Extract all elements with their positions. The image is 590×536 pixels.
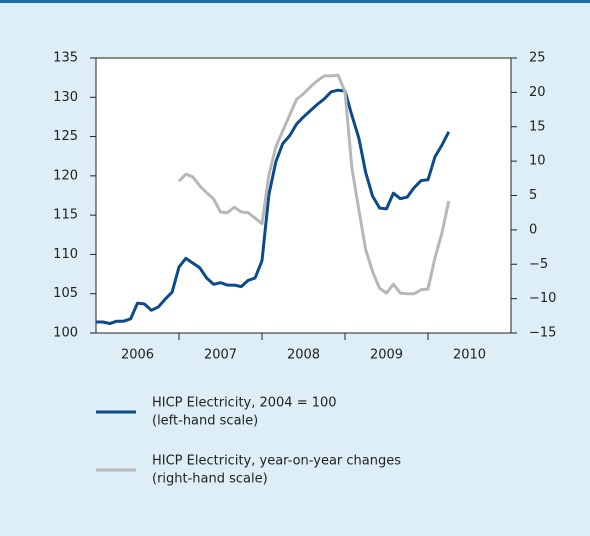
legend-label: HICP Electricity, 2004 = 100 <box>152 396 337 411</box>
series-line <box>96 88 451 326</box>
x-tick-label: 2006 <box>121 348 154 363</box>
top-rule <box>0 0 590 3</box>
y2-tick-label: 15 <box>529 119 546 134</box>
y-tick-label: 125 <box>53 129 78 144</box>
legend-label: HICP Electricity, year-on-year changes <box>152 454 401 469</box>
x-tick-label: 2007 <box>204 348 237 363</box>
y-tick-label: 120 <box>53 168 78 183</box>
x-tick-label: 2009 <box>370 348 403 363</box>
x-tick-label: 2010 <box>453 348 486 363</box>
legend-scale: (left-hand scale) <box>152 414 258 429</box>
y2-tick-label: −5 <box>529 257 548 272</box>
y2-tick-label: 0 <box>529 222 537 237</box>
x-tick-label: 2008 <box>287 348 320 363</box>
y-tick-label: 130 <box>53 90 78 105</box>
y-tick-label: 110 <box>53 247 78 262</box>
y2-tick-label: 5 <box>529 188 537 203</box>
y2-tick-label: 10 <box>529 154 546 169</box>
y-tick-label: 105 <box>53 286 78 301</box>
y2-tick-label: 20 <box>529 85 546 100</box>
y-tick-label: 100 <box>53 326 78 341</box>
y-tick-label: 115 <box>53 208 78 223</box>
y-tick-label: 135 <box>53 51 78 66</box>
plot-area <box>95 57 512 334</box>
legend-scale: (right-hand scale) <box>152 472 268 487</box>
y2-tick-label: −10 <box>529 291 556 306</box>
y2-tick-label: 25 <box>529 51 546 66</box>
series-line <box>177 73 451 296</box>
y2-tick-label: −15 <box>529 326 556 341</box>
